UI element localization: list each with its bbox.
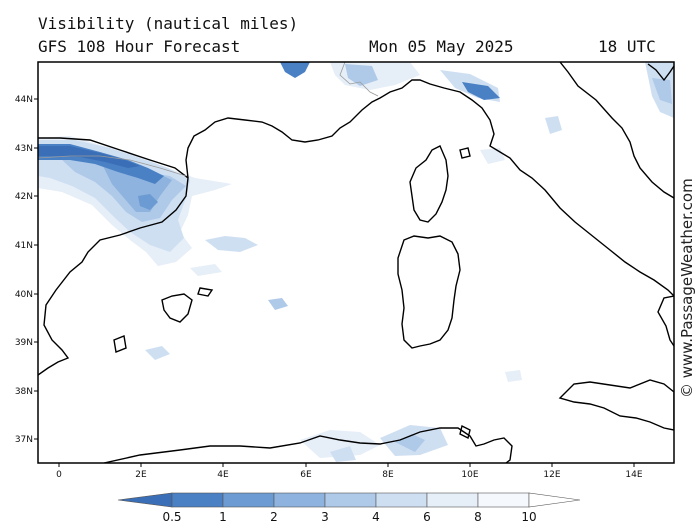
colorbar-label: 0.5: [162, 510, 181, 524]
lat-tick-label: 40N: [15, 290, 33, 300]
visibility-south-1: [505, 370, 522, 382]
coast-mallorca: [161, 293, 193, 323]
forecast-date: Mon 05 May 2025: [369, 37, 514, 56]
visibility-area-darkest: [38, 146, 140, 168]
visibility-shading: [38, 62, 674, 462]
lat-tick-label: 37N: [15, 435, 33, 445]
latitude-ticks: 44N 43N 42N 41N 40N 39N 38N 37N: [15, 95, 38, 445]
visibility-north-3: [345, 64, 378, 86]
credit-text: © www.PassageWeather.com: [678, 178, 696, 398]
visibility-south-5: [330, 446, 356, 462]
lat-tick-label: 39N: [15, 338, 33, 348]
coast-ibiza: [113, 335, 127, 353]
colorbar-label: 1: [219, 510, 227, 524]
coast-corsica: [409, 145, 449, 223]
map-frame: [37, 61, 675, 464]
coast-sardinia: [397, 235, 461, 349]
colorbar-swatch: [273, 492, 326, 508]
colorbar-label: 3: [321, 510, 329, 524]
colorbar-swatch: [426, 492, 479, 508]
colorbar-swatch: [324, 492, 377, 508]
colorbar-label: 6: [423, 510, 431, 524]
colorbar-label: 4: [372, 510, 380, 524]
colorbar: 0.5 1 2 3 4 6 8 10: [117, 492, 581, 524]
visibility-area-core: [138, 194, 158, 210]
lon-tick-label: 12E: [543, 470, 560, 480]
lon-tick-label: 14E: [625, 470, 642, 480]
colorbar-arrow-low: [117, 492, 173, 508]
colorbar-label: 8: [474, 510, 482, 524]
colorbar-arrow-high: [528, 492, 581, 508]
coast-menorca: [197, 287, 214, 297]
colorbar-swatch: [477, 492, 530, 508]
coast-elba: [459, 147, 471, 159]
border-france-spain: [38, 155, 187, 177]
borders: [38, 62, 379, 177]
colorbar-swatch: [171, 492, 224, 508]
lat-tick-label: 44N: [15, 95, 33, 105]
lon-tick-label: 0: [56, 470, 62, 480]
coast-africa: [103, 427, 513, 463]
map-background: [38, 62, 674, 463]
lat-tick-label: 42N: [15, 192, 33, 202]
coast-sicily: [558, 379, 674, 431]
lat-tick-label: 43N: [15, 144, 33, 154]
colorbar-swatch: [375, 492, 428, 508]
visibility-north-1: [280, 62, 310, 78]
visibility-north-8: [652, 78, 672, 104]
coastlines: [38, 62, 674, 463]
coast-tunisia-cap: [459, 424, 471, 440]
colorbar-label: 10: [521, 510, 536, 524]
visibility-patch-1: [205, 236, 258, 252]
chart-title: Visibility (nautical miles): [38, 14, 299, 33]
visibility-north-6: [545, 116, 562, 134]
forecast-subtitle: GFS 108 Hour Forecast: [38, 37, 241, 56]
visibility-patch-4: [190, 264, 222, 276]
visibility-patch-3: [145, 346, 170, 360]
lat-tick-label: 41N: [15, 241, 33, 251]
colorbar-swatch: [222, 492, 275, 508]
visibility-north-5: [462, 82, 500, 100]
visibility-patch-2: [268, 298, 288, 310]
lon-tick-label: 10E: [461, 470, 478, 480]
coast-adriatic-east: [559, 62, 674, 199]
lon-tick-label: 2E: [135, 470, 147, 480]
longitude-ticks: 0 2E 4E 6E 8E 10E 12E 14E: [56, 463, 643, 480]
lon-tick-label: 8E: [382, 470, 394, 480]
border-alps: [339, 62, 379, 97]
colorbar-label: 2: [270, 510, 278, 524]
visibility-south-2: [300, 430, 380, 458]
forecast-time: 18 UTC: [598, 37, 656, 56]
coast-italy-heel: [657, 295, 674, 347]
coast-adriatic-islands: [647, 63, 674, 82]
lon-tick-label: 6E: [300, 470, 312, 480]
lon-tick-label: 4E: [217, 470, 229, 480]
lat-tick-label: 38N: [15, 387, 33, 397]
coast-iberia: [38, 137, 189, 376]
coast-france: [185, 79, 674, 297]
